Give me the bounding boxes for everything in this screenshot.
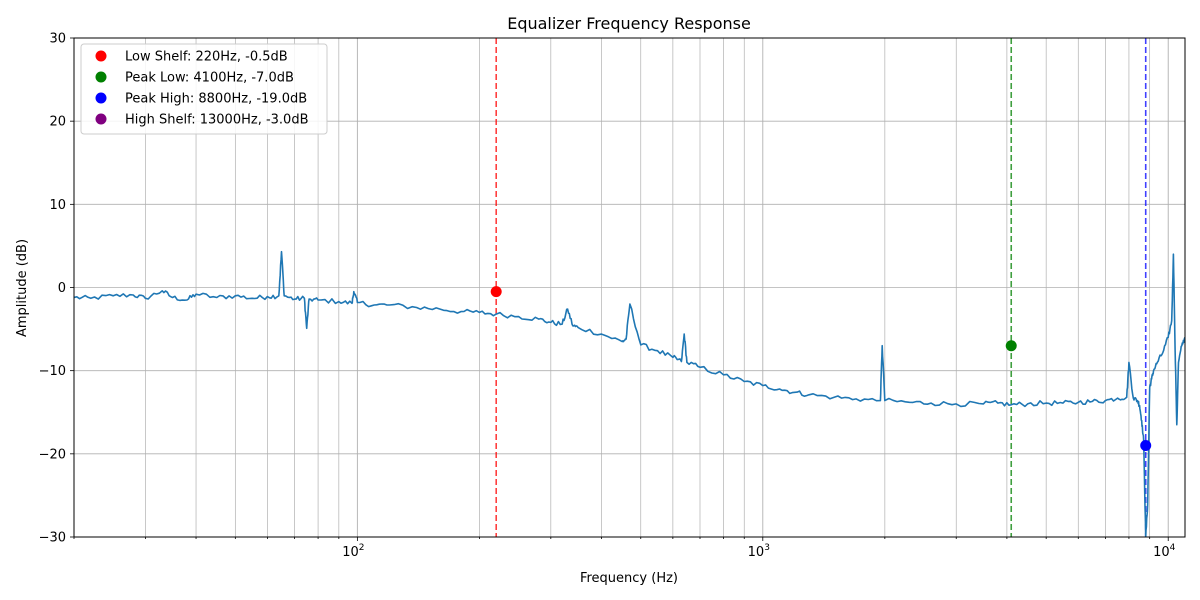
y-tick-label: 10 <box>49 198 66 213</box>
legend-entry: Peak Low: 4100Hz, -7.0dB <box>125 71 294 86</box>
band-marker-point <box>1140 440 1152 452</box>
band-marker-point <box>1005 340 1017 352</box>
y-tick-label: 20 <box>49 115 66 130</box>
x-axis-ticks: 102 103 104 <box>73 537 1176 560</box>
response-curve <box>74 250 1185 537</box>
legend-entry: Low Shelf: 220Hz, -0.5dB <box>125 50 288 65</box>
response-curve-group <box>74 250 1185 537</box>
y-tick-label: −10 <box>39 364 66 379</box>
legend: Low Shelf: 220Hz, -0.5dB Peak Low: 4100Hz… <box>80 43 328 135</box>
legend-entry: Peak High: 8800Hz, -19.0dB <box>125 92 307 107</box>
legend-entry: High Shelf: 13000Hz, -3.0dB <box>125 113 309 128</box>
legend-marker <box>95 92 107 104</box>
y-tick-label: 30 <box>49 32 66 47</box>
y-tick-label: −20 <box>39 447 66 462</box>
x-axis-title: Frequency (Hz) <box>580 571 678 586</box>
x-tick-label: 104 <box>1153 543 1176 560</box>
band-markers <box>490 286 1152 452</box>
x-tick-label: 103 <box>748 543 770 560</box>
x-tick-label: 102 <box>342 543 364 560</box>
band-marker-point <box>490 286 502 298</box>
marker-vertical-lines <box>495 38 1147 537</box>
chart-title: Equalizer Frequency Response <box>507 14 751 33</box>
legend-box <box>80 43 328 135</box>
y-tick-label: −30 <box>39 531 66 546</box>
legend-marker <box>95 113 107 125</box>
y-tick-label: 0 <box>58 281 66 296</box>
y-axis-ticks: −30 −20 −10 0 10 20 30 <box>39 32 74 546</box>
legend-marker <box>95 50 107 62</box>
legend-marker <box>95 71 107 83</box>
y-axis-title: Amplitude (dB) <box>15 239 30 337</box>
